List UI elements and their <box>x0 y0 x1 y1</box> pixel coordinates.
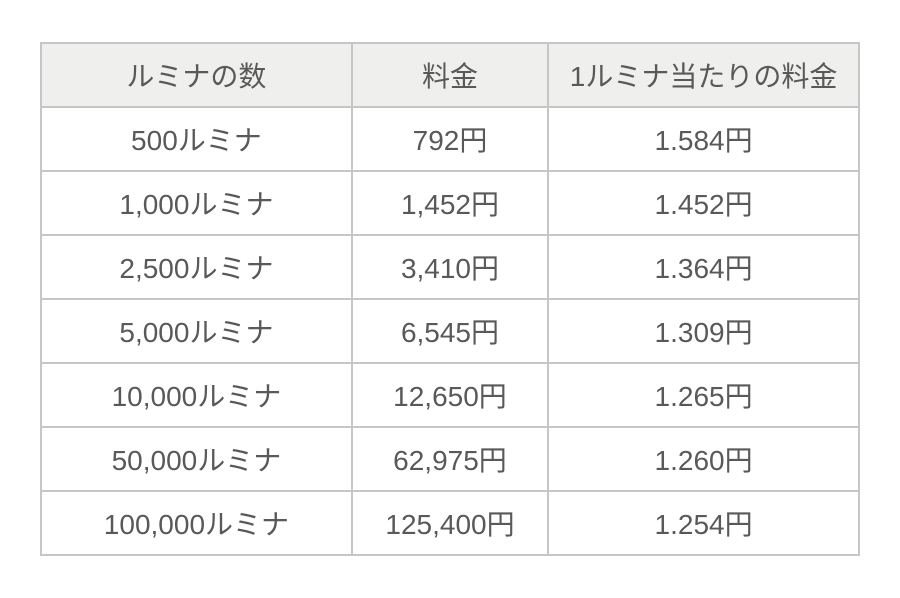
cell-price: 1,452円 <box>352 171 548 235</box>
table-row: 500ルミナ 792円 1.584円 <box>41 107 859 171</box>
cell-quantity: 10,000ルミナ <box>41 363 352 427</box>
cell-price: 792円 <box>352 107 548 171</box>
cell-unit-price: 1.309円 <box>548 299 859 363</box>
table-row: 10,000ルミナ 12,650円 1.265円 <box>41 363 859 427</box>
header-unit-price: 1ルミナ当たりの料金 <box>548 43 859 107</box>
cell-quantity: 50,000ルミナ <box>41 427 352 491</box>
cell-price: 3,410円 <box>352 235 548 299</box>
cell-price: 12,650円 <box>352 363 548 427</box>
cell-unit-price: 1.265円 <box>548 363 859 427</box>
cell-price: 125,400円 <box>352 491 548 555</box>
table-row: 1,000ルミナ 1,452円 1.452円 <box>41 171 859 235</box>
table-row: 100,000ルミナ 125,400円 1.254円 <box>41 491 859 555</box>
table-row: 5,000ルミナ 6,545円 1.309円 <box>41 299 859 363</box>
cell-price: 6,545円 <box>352 299 548 363</box>
cell-unit-price: 1.260円 <box>548 427 859 491</box>
cell-unit-price: 1.452円 <box>548 171 859 235</box>
header-quantity: ルミナの数 <box>41 43 352 107</box>
cell-quantity: 5,000ルミナ <box>41 299 352 363</box>
table-row: 50,000ルミナ 62,975円 1.260円 <box>41 427 859 491</box>
cell-unit-price: 1.364円 <box>548 235 859 299</box>
cell-unit-price: 1.584円 <box>548 107 859 171</box>
cell-price: 62,975円 <box>352 427 548 491</box>
table-header-row: ルミナの数 料金 1ルミナ当たりの料金 <box>41 43 859 107</box>
cell-quantity: 1,000ルミナ <box>41 171 352 235</box>
header-price: 料金 <box>352 43 548 107</box>
pricing-table: ルミナの数 料金 1ルミナ当たりの料金 500ルミナ 792円 1.584円 1… <box>40 42 860 556</box>
cell-quantity: 500ルミナ <box>41 107 352 171</box>
cell-quantity: 100,000ルミナ <box>41 491 352 555</box>
table-row: 2,500ルミナ 3,410円 1.364円 <box>41 235 859 299</box>
cell-quantity: 2,500ルミナ <box>41 235 352 299</box>
cell-unit-price: 1.254円 <box>548 491 859 555</box>
